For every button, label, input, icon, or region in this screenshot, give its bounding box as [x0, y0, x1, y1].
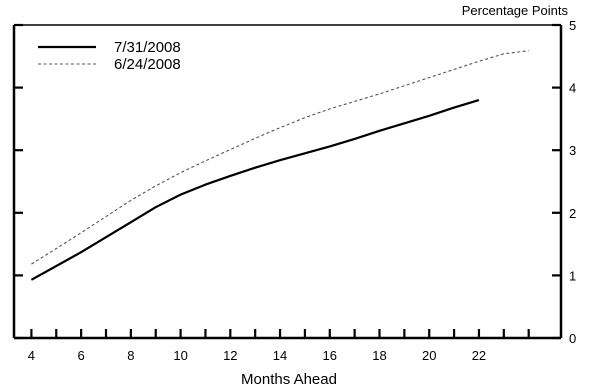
series-line-solid	[30, 99, 480, 281]
series-line-dashed	[31, 50, 529, 265]
x-tick-label: 8	[127, 348, 134, 363]
y-axis-unit-label: Percentage Points	[462, 3, 569, 18]
x-tick-label: 14	[273, 348, 287, 363]
y-tick-label: 5	[569, 18, 576, 33]
x-tick-label: 16	[323, 348, 337, 363]
x-axis-label: Months Ahead	[241, 371, 337, 388]
series-layer	[30, 50, 529, 281]
x-tick-label: 20	[422, 348, 436, 363]
x-tick-label: 12	[223, 348, 237, 363]
x-tick-label: 6	[78, 348, 85, 363]
x-tick-label: 18	[372, 348, 386, 363]
y-tick-label: 1	[569, 268, 576, 283]
plot-frame	[12, 24, 563, 340]
y-tick-label: 0	[569, 331, 576, 346]
y-tick-label: 2	[569, 206, 576, 221]
x-axis-ticks: 4 6 8 10 12 14 16 18 20 22	[28, 329, 530, 363]
legend-label: 7/31/2008	[114, 39, 181, 56]
x-tick-label: 4	[28, 348, 35, 363]
y-axis-ticks: 0 1 2 3 4 5	[14, 18, 576, 346]
x-tick-label: 10	[173, 348, 187, 363]
legend-label: 6/24/2008	[114, 56, 181, 73]
y-tick-label: 3	[569, 143, 576, 158]
y-tick-label: 4	[569, 81, 576, 96]
x-tick-label: 22	[472, 348, 486, 363]
